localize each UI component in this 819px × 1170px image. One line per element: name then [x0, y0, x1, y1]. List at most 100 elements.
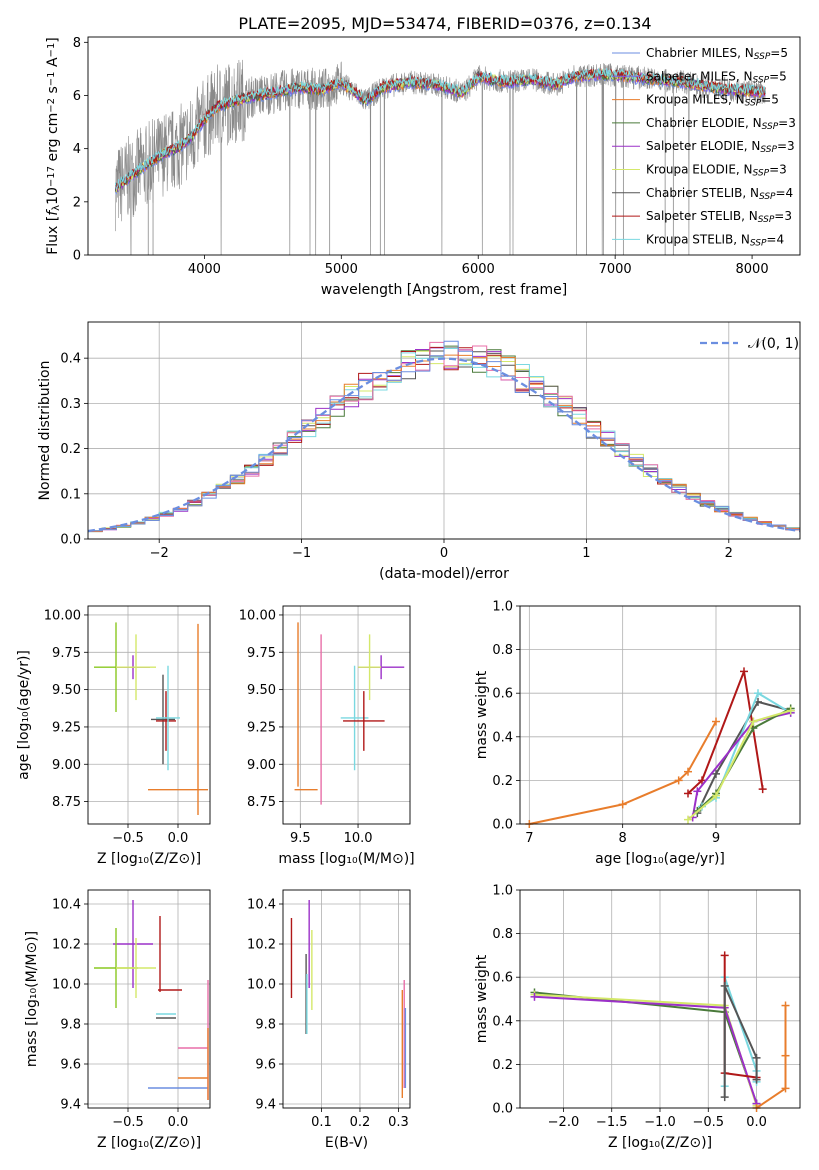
y-tick-label: 9.25: [247, 720, 276, 735]
y-axis-label: mass [log₁₀(M/M⊙)]: [24, 931, 40, 1067]
legend-sub: SSP: [753, 76, 770, 86]
axes-frame: [282, 605, 411, 825]
x-axis-label: Z [log₁₀(Z/Z⊙)]: [608, 1135, 712, 1151]
y-tick-label: 10.4: [52, 898, 81, 913]
x-tick-label: 1: [582, 546, 590, 561]
legend-label: Salpeter STELIB, NSSP=3: [646, 209, 792, 225]
x-tick-label: 0.2: [350, 1115, 371, 1130]
mass-weight-line: [723, 976, 758, 1087]
x-tick-label: 2: [725, 546, 733, 561]
x-axis-label: (data-model)/error: [379, 566, 509, 582]
legend-text: Salpeter MILES, N: [646, 69, 753, 83]
legend-text: Salpeter ELODIE, N: [646, 139, 760, 153]
residual-histogram: [88, 340, 800, 533]
y-tick-label: 9.6: [60, 1058, 81, 1073]
y-tick-label: 0.0: [492, 1102, 513, 1117]
x-tick-label: 8: [619, 831, 627, 846]
x-axis-label: age [log₁₀(age/yr)]: [595, 851, 725, 867]
y-tick-label: 9.8: [255, 1018, 276, 1033]
axes-frame: [87, 889, 211, 1109]
y-tick-label: 0.1: [60, 487, 81, 502]
x-tick-label: −0.5: [692, 1115, 724, 1130]
y-tick-label: 9.8: [60, 1018, 81, 1033]
y-label-part: s: [45, 86, 61, 98]
x-tick-label: −2.0: [548, 1115, 580, 1130]
x-tick-label: −1.0: [644, 1115, 676, 1130]
y-tick-label: 0.3: [60, 397, 81, 412]
x-tick-label: 0: [440, 546, 448, 561]
panel-age-vs-mass: 9.5 10.0 8.75 9.00 9.25 9.50 9.75 10.00 mass [lo…: [239, 605, 415, 867]
mass-weight-line: [687, 709, 791, 821]
legend-sub: SSP: [753, 169, 770, 179]
legend-label: Kroupa MILES, NSSP=5: [646, 93, 779, 109]
y-axis-label: age [log₁₀(age/yr)]: [16, 650, 32, 780]
y-label-part: −1: [46, 43, 57, 58]
axes-frame: [87, 605, 211, 825]
y-tick-label: 9.6: [255, 1058, 276, 1073]
y-tick-label: 0.2: [60, 442, 81, 457]
y-label-part: Flux [: [45, 216, 61, 255]
legend-text: =4: [776, 186, 794, 200]
plots-layer: 4000 5000 6000 7000 8000 0 2 4 6 8 wavelength [Ang…: [16, 36, 801, 1151]
y-tick-label: 1.0: [492, 600, 513, 615]
axes-frame: [87, 321, 801, 540]
panel-mass-weight-vs-age: 7 8 9 0.0 0.2 0.4 0.6 0.8 1.0 mass weight age [log…: [474, 600, 801, 867]
axes-frame: [519, 889, 801, 1109]
legend-text: Chabrier MILES, N: [646, 46, 754, 60]
model-line: [114, 68, 766, 190]
legend-label: Chabrier MILES, NSSP=5: [646, 46, 788, 62]
y-label-part: ]: [45, 37, 61, 42]
y-tick-label: 0: [73, 249, 81, 264]
x-tick-label: 7: [525, 831, 533, 846]
y-tick-label: 10.2: [52, 938, 81, 953]
mass-weight-line: [723, 984, 758, 1098]
legend-text: Kroupa STELIB, N: [646, 232, 750, 246]
legend-sub: SSP: [754, 52, 771, 62]
legend-sub: SSP: [750, 239, 767, 249]
legend-text: =5: [770, 46, 788, 60]
x-tick-label: 4000: [188, 262, 221, 277]
y-label-part: 10: [45, 187, 61, 205]
x-tick-label: 5000: [325, 262, 358, 277]
y-tick-label: 0.2: [492, 1058, 513, 1073]
y-tick-label: 8.75: [247, 795, 276, 810]
y-axis-label: Flux [fλ10−17 erg cm−2 s−1 A−1]: [45, 37, 62, 255]
y-tick-label: 9.4: [255, 1098, 276, 1113]
y-tick-label: 0.0: [60, 533, 81, 548]
y-tick-label: 6: [73, 89, 81, 104]
legend-sub: SSP: [745, 99, 762, 109]
legend-text: =3: [774, 209, 792, 223]
y-tick-label: 2: [73, 195, 81, 210]
mass-weight-line: [696, 707, 792, 812]
legend-sub: SSP: [758, 215, 775, 225]
x-tick-label: −0.5: [112, 1115, 144, 1130]
y-axis-label: Normed distribution: [37, 361, 53, 501]
mass-weight-line: [756, 1005, 787, 1109]
y-tick-label: 0.8: [492, 927, 513, 942]
y-label-part: f: [45, 209, 61, 216]
panel-age-vs-Z: −0.5 0.0 8.75 9.00 9.25 9.50 9.75 10.00 Z [log₁₀…: [16, 605, 211, 867]
legend-sub: SSP: [759, 192, 776, 202]
y-tick-label: 8: [73, 36, 81, 51]
x-tick-label: 7000: [599, 262, 632, 277]
legend-label: Chabrier ELODIE, NSSP=3: [646, 116, 796, 132]
y-tick-label: 8.75: [52, 795, 81, 810]
x-axis-label: mass [log₁₀(M/M⊙)]: [278, 851, 414, 867]
legend-label: Salpeter ELODIE, NSSP=3: [646, 139, 795, 155]
y-tick-label: 10.2: [247, 938, 276, 953]
panel-residuals: −2 −1 0 1 2 0.0 0.1 0.2 0.3 0.4 (data-model)/error…: [37, 321, 801, 582]
axes-frame: [282, 889, 411, 1109]
y-tick-label: 0.2: [492, 774, 513, 789]
x-tick-label: −1: [292, 546, 311, 561]
y-tick-label: 9.75: [52, 646, 81, 661]
x-tick-label: −1.5: [596, 1115, 628, 1130]
x-tick-label: 0.1: [311, 1115, 332, 1130]
x-tick-label: 8000: [736, 262, 769, 277]
y-tick-label: 0.4: [60, 352, 81, 367]
y-tick-label: 10.00: [239, 608, 276, 623]
x-tick-label: −0.5: [112, 831, 144, 846]
panel-mass-weight-vs-Z: −2.0 −1.5 −1.0 −0.5 0.0 0.0 0.2 0.4 0.6 0.8 1.0 mas…: [474, 884, 801, 1151]
x-tick-label: 6000: [462, 262, 495, 277]
x-tick-label: 0.0: [746, 1115, 767, 1130]
y-tick-label: 10.4: [247, 898, 276, 913]
